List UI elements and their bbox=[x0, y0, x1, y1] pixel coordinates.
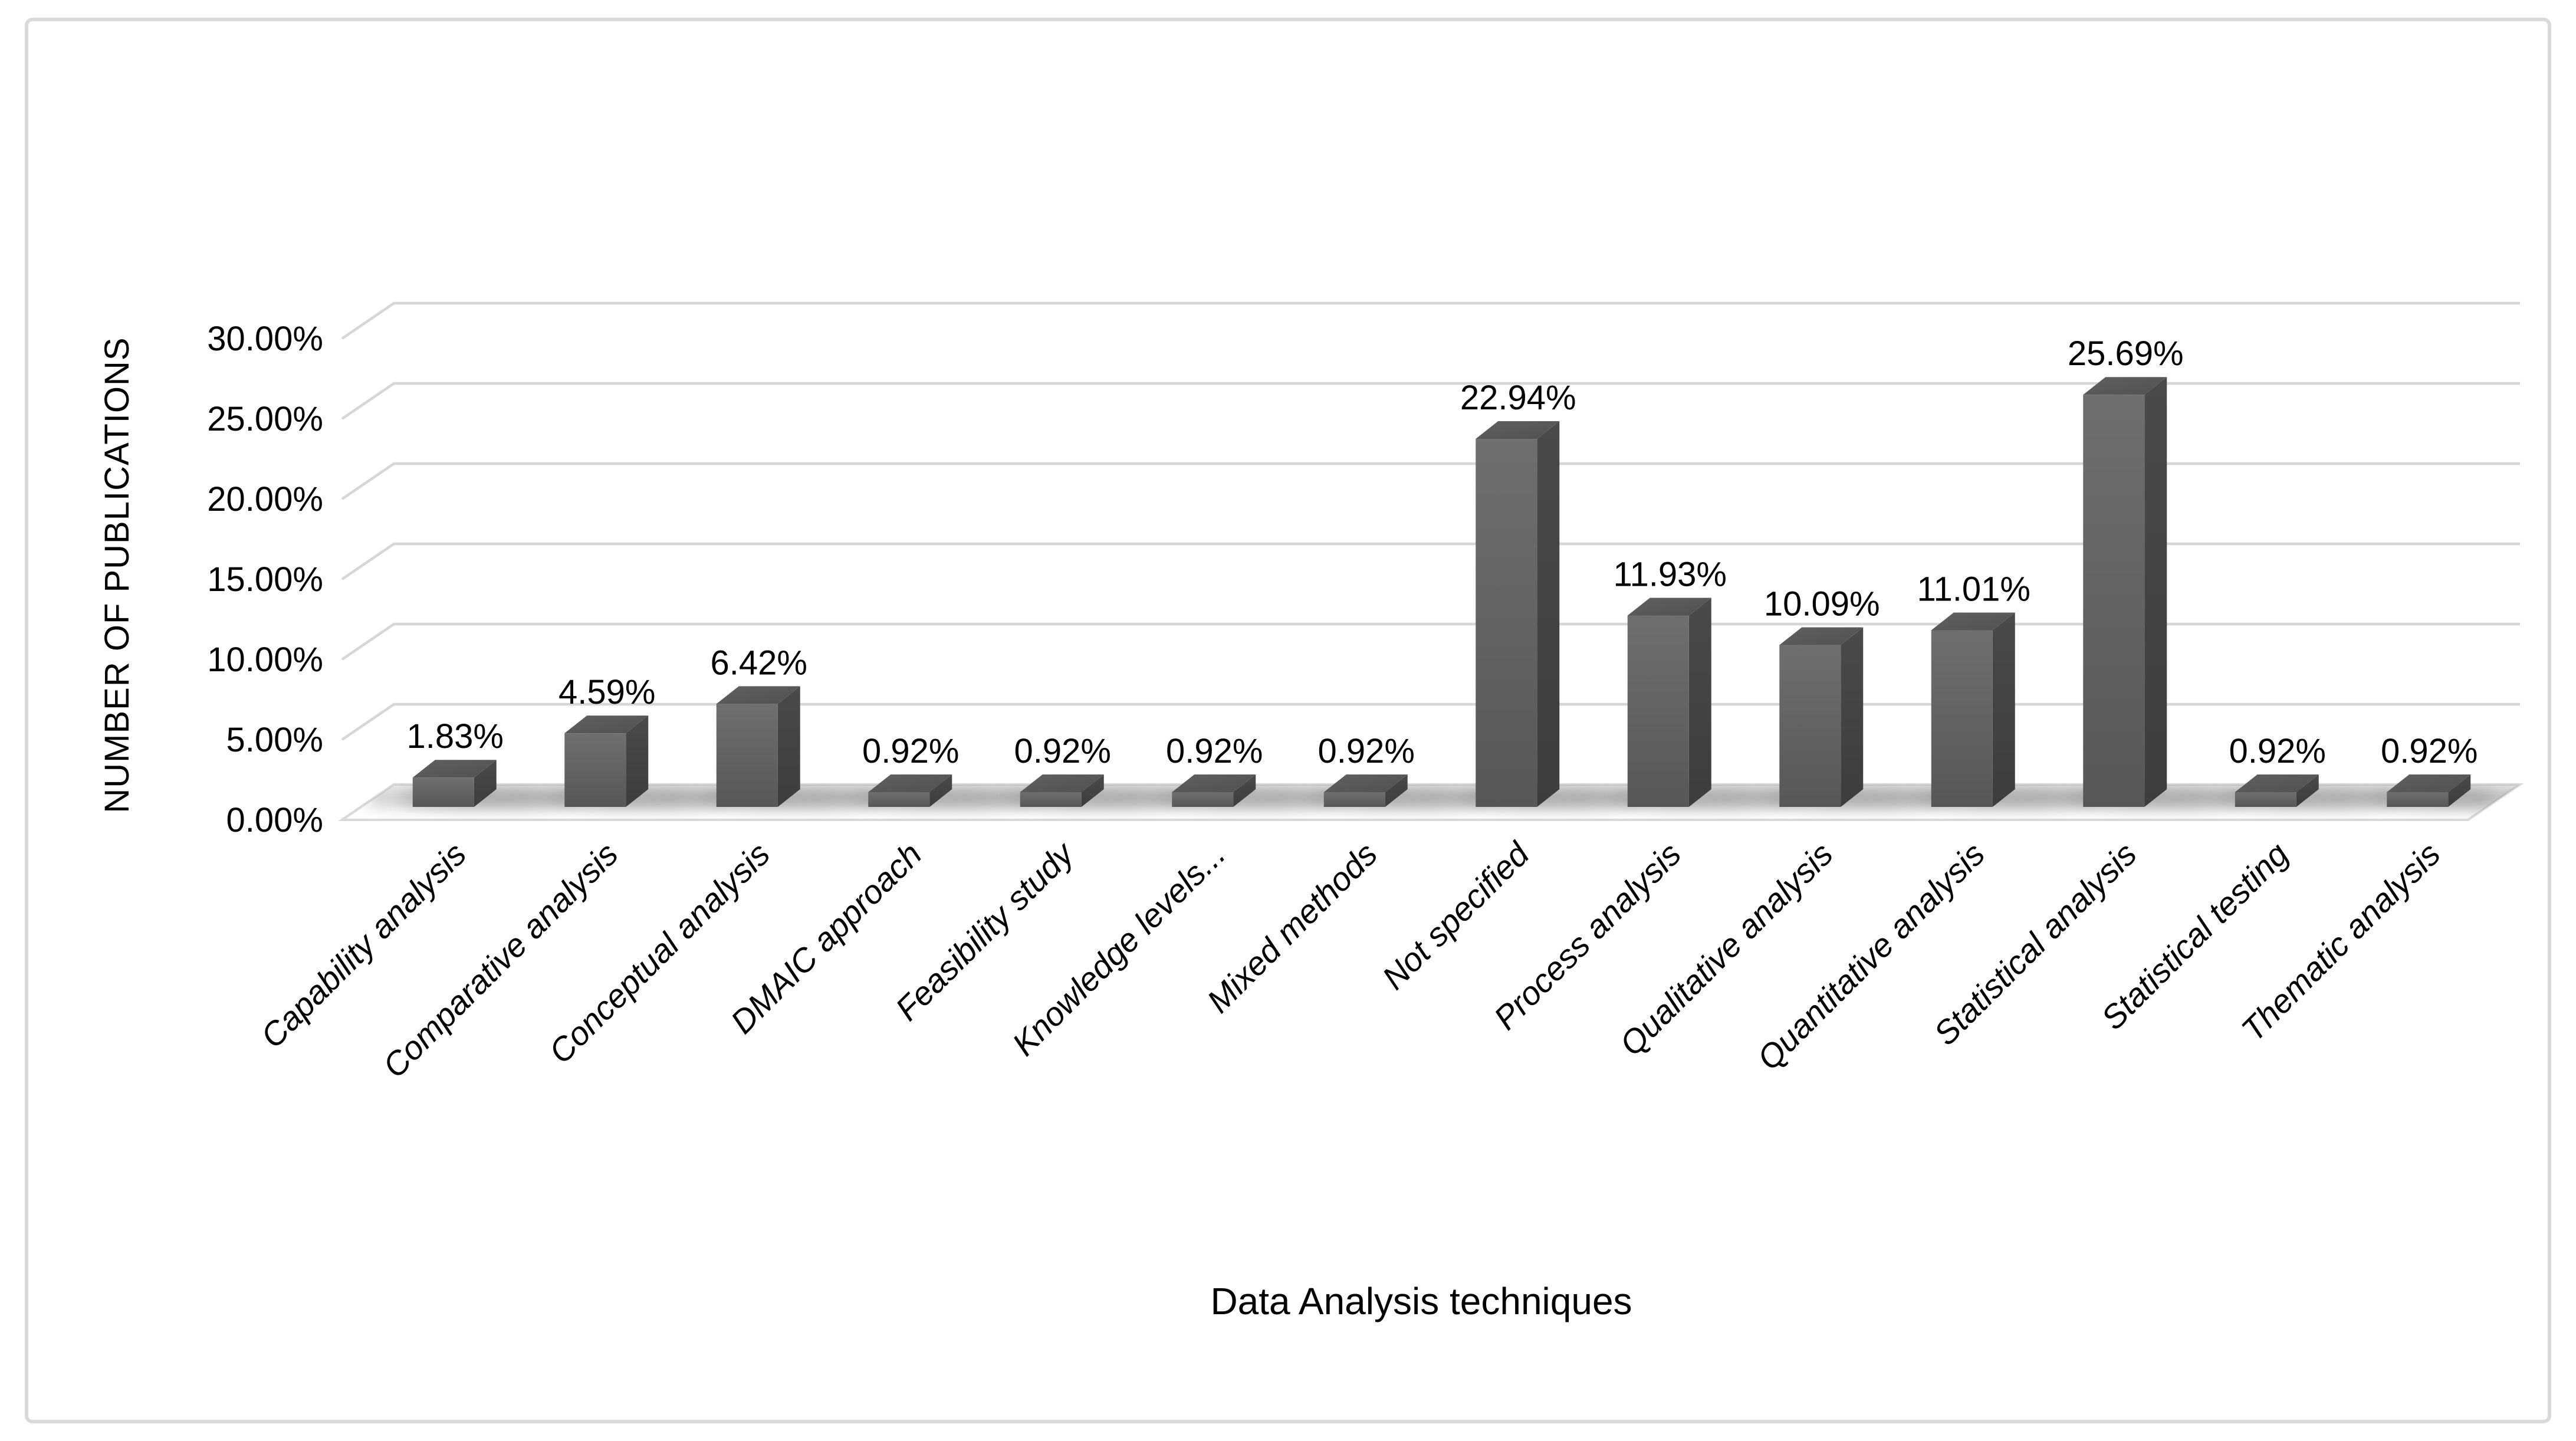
bar-top-face bbox=[1931, 612, 2015, 631]
bar-top-face bbox=[716, 686, 800, 704]
value-label: 25.69% bbox=[2068, 334, 2184, 373]
value-label: 6.42% bbox=[711, 644, 807, 682]
bar-front-face bbox=[1172, 792, 1234, 807]
gridlines bbox=[341, 301, 2520, 821]
bar-side-face bbox=[2296, 774, 2319, 807]
bar-side-face bbox=[1688, 598, 1711, 807]
value-label: 22.94% bbox=[1460, 379, 1576, 417]
bar-top-face bbox=[2083, 377, 2167, 395]
gridline bbox=[341, 542, 2520, 580]
bar-side-face bbox=[1841, 627, 1864, 807]
bar-top-face bbox=[1627, 598, 1711, 616]
bar bbox=[1323, 774, 1408, 807]
bar-side-face bbox=[2448, 774, 2471, 807]
bar-top-face bbox=[1172, 774, 1256, 792]
bar-front-face bbox=[1779, 645, 1841, 807]
y-tick-label: 15.00% bbox=[207, 560, 323, 599]
bar-top-face bbox=[2387, 774, 2471, 792]
y-tick-label: 20.00% bbox=[207, 480, 323, 518]
y-tick-label: 25.00% bbox=[207, 400, 323, 438]
value-label: 0.92% bbox=[862, 732, 959, 770]
bar-top-face bbox=[2235, 774, 2319, 792]
bar bbox=[1779, 627, 1864, 807]
bar-side-face bbox=[1233, 774, 1256, 807]
bar-side-face bbox=[1992, 612, 2015, 807]
x-axis-title: Data Analysis techniques bbox=[1210, 1280, 1632, 1322]
value-label: 0.92% bbox=[2229, 732, 2326, 770]
bar bbox=[2235, 774, 2319, 807]
bar-top-face bbox=[1020, 774, 1104, 792]
bar bbox=[1172, 774, 1256, 807]
value-label: 11.01% bbox=[1917, 570, 2030, 609]
bar-top-face bbox=[1323, 774, 1408, 792]
bar-side-face bbox=[626, 715, 649, 807]
bar bbox=[2387, 774, 2471, 807]
chart-frame-border bbox=[25, 18, 2551, 1423]
bar-side-face bbox=[1081, 774, 1104, 807]
bar bbox=[1931, 612, 2015, 807]
bar bbox=[564, 715, 649, 807]
value-label: 10.09% bbox=[1764, 585, 1880, 623]
bar-top-face bbox=[564, 715, 649, 734]
value-label: 11.93% bbox=[1614, 556, 1727, 594]
gridline bbox=[341, 462, 2520, 500]
value-label: 0.92% bbox=[2381, 732, 2478, 770]
bar-side-face bbox=[1537, 421, 1560, 807]
value-label: 4.59% bbox=[558, 673, 655, 711]
bar-front-face bbox=[2235, 792, 2296, 807]
bar bbox=[2083, 377, 2167, 807]
bars bbox=[412, 377, 2471, 807]
bar-front-face bbox=[1931, 630, 1993, 807]
value-label: 0.92% bbox=[1318, 732, 1415, 770]
y-tick-label: 30.00% bbox=[207, 320, 323, 358]
y-axis-tick-labels: 0.00% 5.00% 10.00% 15.00% 20.00% 25.00% 30.00% bbox=[207, 320, 323, 839]
bar-shadows bbox=[372, 787, 2520, 808]
bar bbox=[1020, 774, 1104, 807]
bar-front-face bbox=[1323, 792, 1385, 807]
bar-front-face bbox=[1627, 615, 1689, 807]
bar-front-face bbox=[1020, 792, 1082, 807]
gridline bbox=[341, 622, 2520, 661]
bar-front-face bbox=[2387, 792, 2449, 807]
gridline bbox=[341, 301, 2520, 340]
bar-top-face bbox=[1779, 627, 1864, 645]
bar bbox=[1476, 421, 1560, 807]
y-tick-label: 10.00% bbox=[207, 641, 323, 679]
bar-side-face bbox=[474, 760, 497, 807]
bar-side-face bbox=[2144, 377, 2167, 807]
bar-front-face bbox=[564, 733, 626, 807]
bar bbox=[412, 760, 497, 807]
value-labels: 1.83% 4.59% 6.42% 0.92% 0.92% 0.92% 0.92% 22.94… bbox=[407, 334, 2478, 770]
y-axis-title: NUMBER OF PUBLICATIONS bbox=[98, 337, 136, 813]
value-label: 0.92% bbox=[1166, 732, 1263, 770]
bar-side-face bbox=[1385, 774, 1408, 807]
bar-side-face bbox=[929, 774, 952, 807]
value-label: 1.83% bbox=[407, 717, 504, 756]
bar bbox=[1627, 598, 1711, 807]
y-tick-label: 5.00% bbox=[226, 721, 323, 759]
bar-front-face bbox=[868, 792, 930, 807]
bar-front-face bbox=[2083, 395, 2145, 807]
value-label: 0.92% bbox=[1014, 732, 1111, 770]
bar-top-face bbox=[868, 774, 952, 792]
bar-side-face bbox=[777, 686, 800, 807]
bar-front-face bbox=[412, 777, 474, 807]
bar-top-face bbox=[1476, 421, 1560, 439]
bar-front-face bbox=[716, 704, 778, 807]
bar bbox=[716, 686, 800, 807]
bar-front-face bbox=[1476, 439, 1537, 807]
y-tick-label: 0.00% bbox=[226, 801, 323, 839]
bar bbox=[868, 774, 952, 807]
gridline bbox=[341, 382, 2520, 420]
bar-top-face bbox=[412, 760, 497, 778]
